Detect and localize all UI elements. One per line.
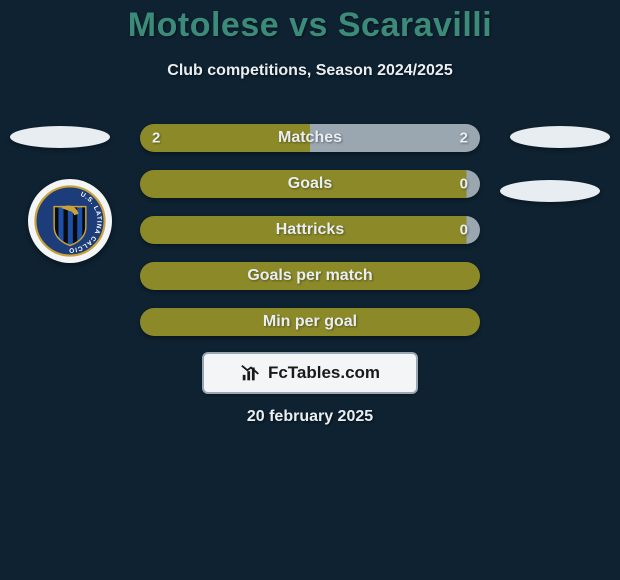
left-name-oval-1 xyxy=(10,126,110,148)
stat-row-goals-per-match: Goals per match xyxy=(140,262,480,290)
stat-label: Hattricks xyxy=(276,221,344,239)
stat-label: Goals xyxy=(288,175,332,193)
stat-left-value: 2 xyxy=(152,130,160,147)
stat-row-goals: Goals 0 xyxy=(140,170,480,198)
team-crest: U.S. LATINA CALCIO xyxy=(28,179,112,263)
stat-label: Goals per match xyxy=(247,267,372,285)
stat-row-min-per-goal: Min per goal xyxy=(140,308,480,336)
stat-label: Min per goal xyxy=(263,313,357,331)
stat-right-value: 0 xyxy=(460,222,468,239)
page-subtitle: Club competitions, Season 2024/2025 xyxy=(0,62,620,80)
stat-row-hattricks: Hattricks 0 xyxy=(140,216,480,244)
date-line: 20 february 2025 xyxy=(0,408,620,426)
brand-text: FcTables.com xyxy=(268,363,380,383)
us-latina-calcio-crest-icon: U.S. LATINA CALCIO xyxy=(34,185,106,257)
stat-row-matches: 2 Matches 2 xyxy=(140,124,480,152)
page-title: Motolese vs Scaravilli xyxy=(0,6,620,45)
right-name-oval-1 xyxy=(510,126,610,148)
bar-chart-icon xyxy=(240,362,262,384)
brand-box: FcTables.com xyxy=(202,352,418,394)
stat-right-value: 2 xyxy=(460,130,468,147)
comparison-infographic: Motolese vs Scaravilli Club competitions… xyxy=(0,0,620,580)
stat-right-value: 0 xyxy=(460,176,468,193)
right-name-oval-2 xyxy=(500,180,600,202)
stat-label: Matches xyxy=(278,129,342,147)
